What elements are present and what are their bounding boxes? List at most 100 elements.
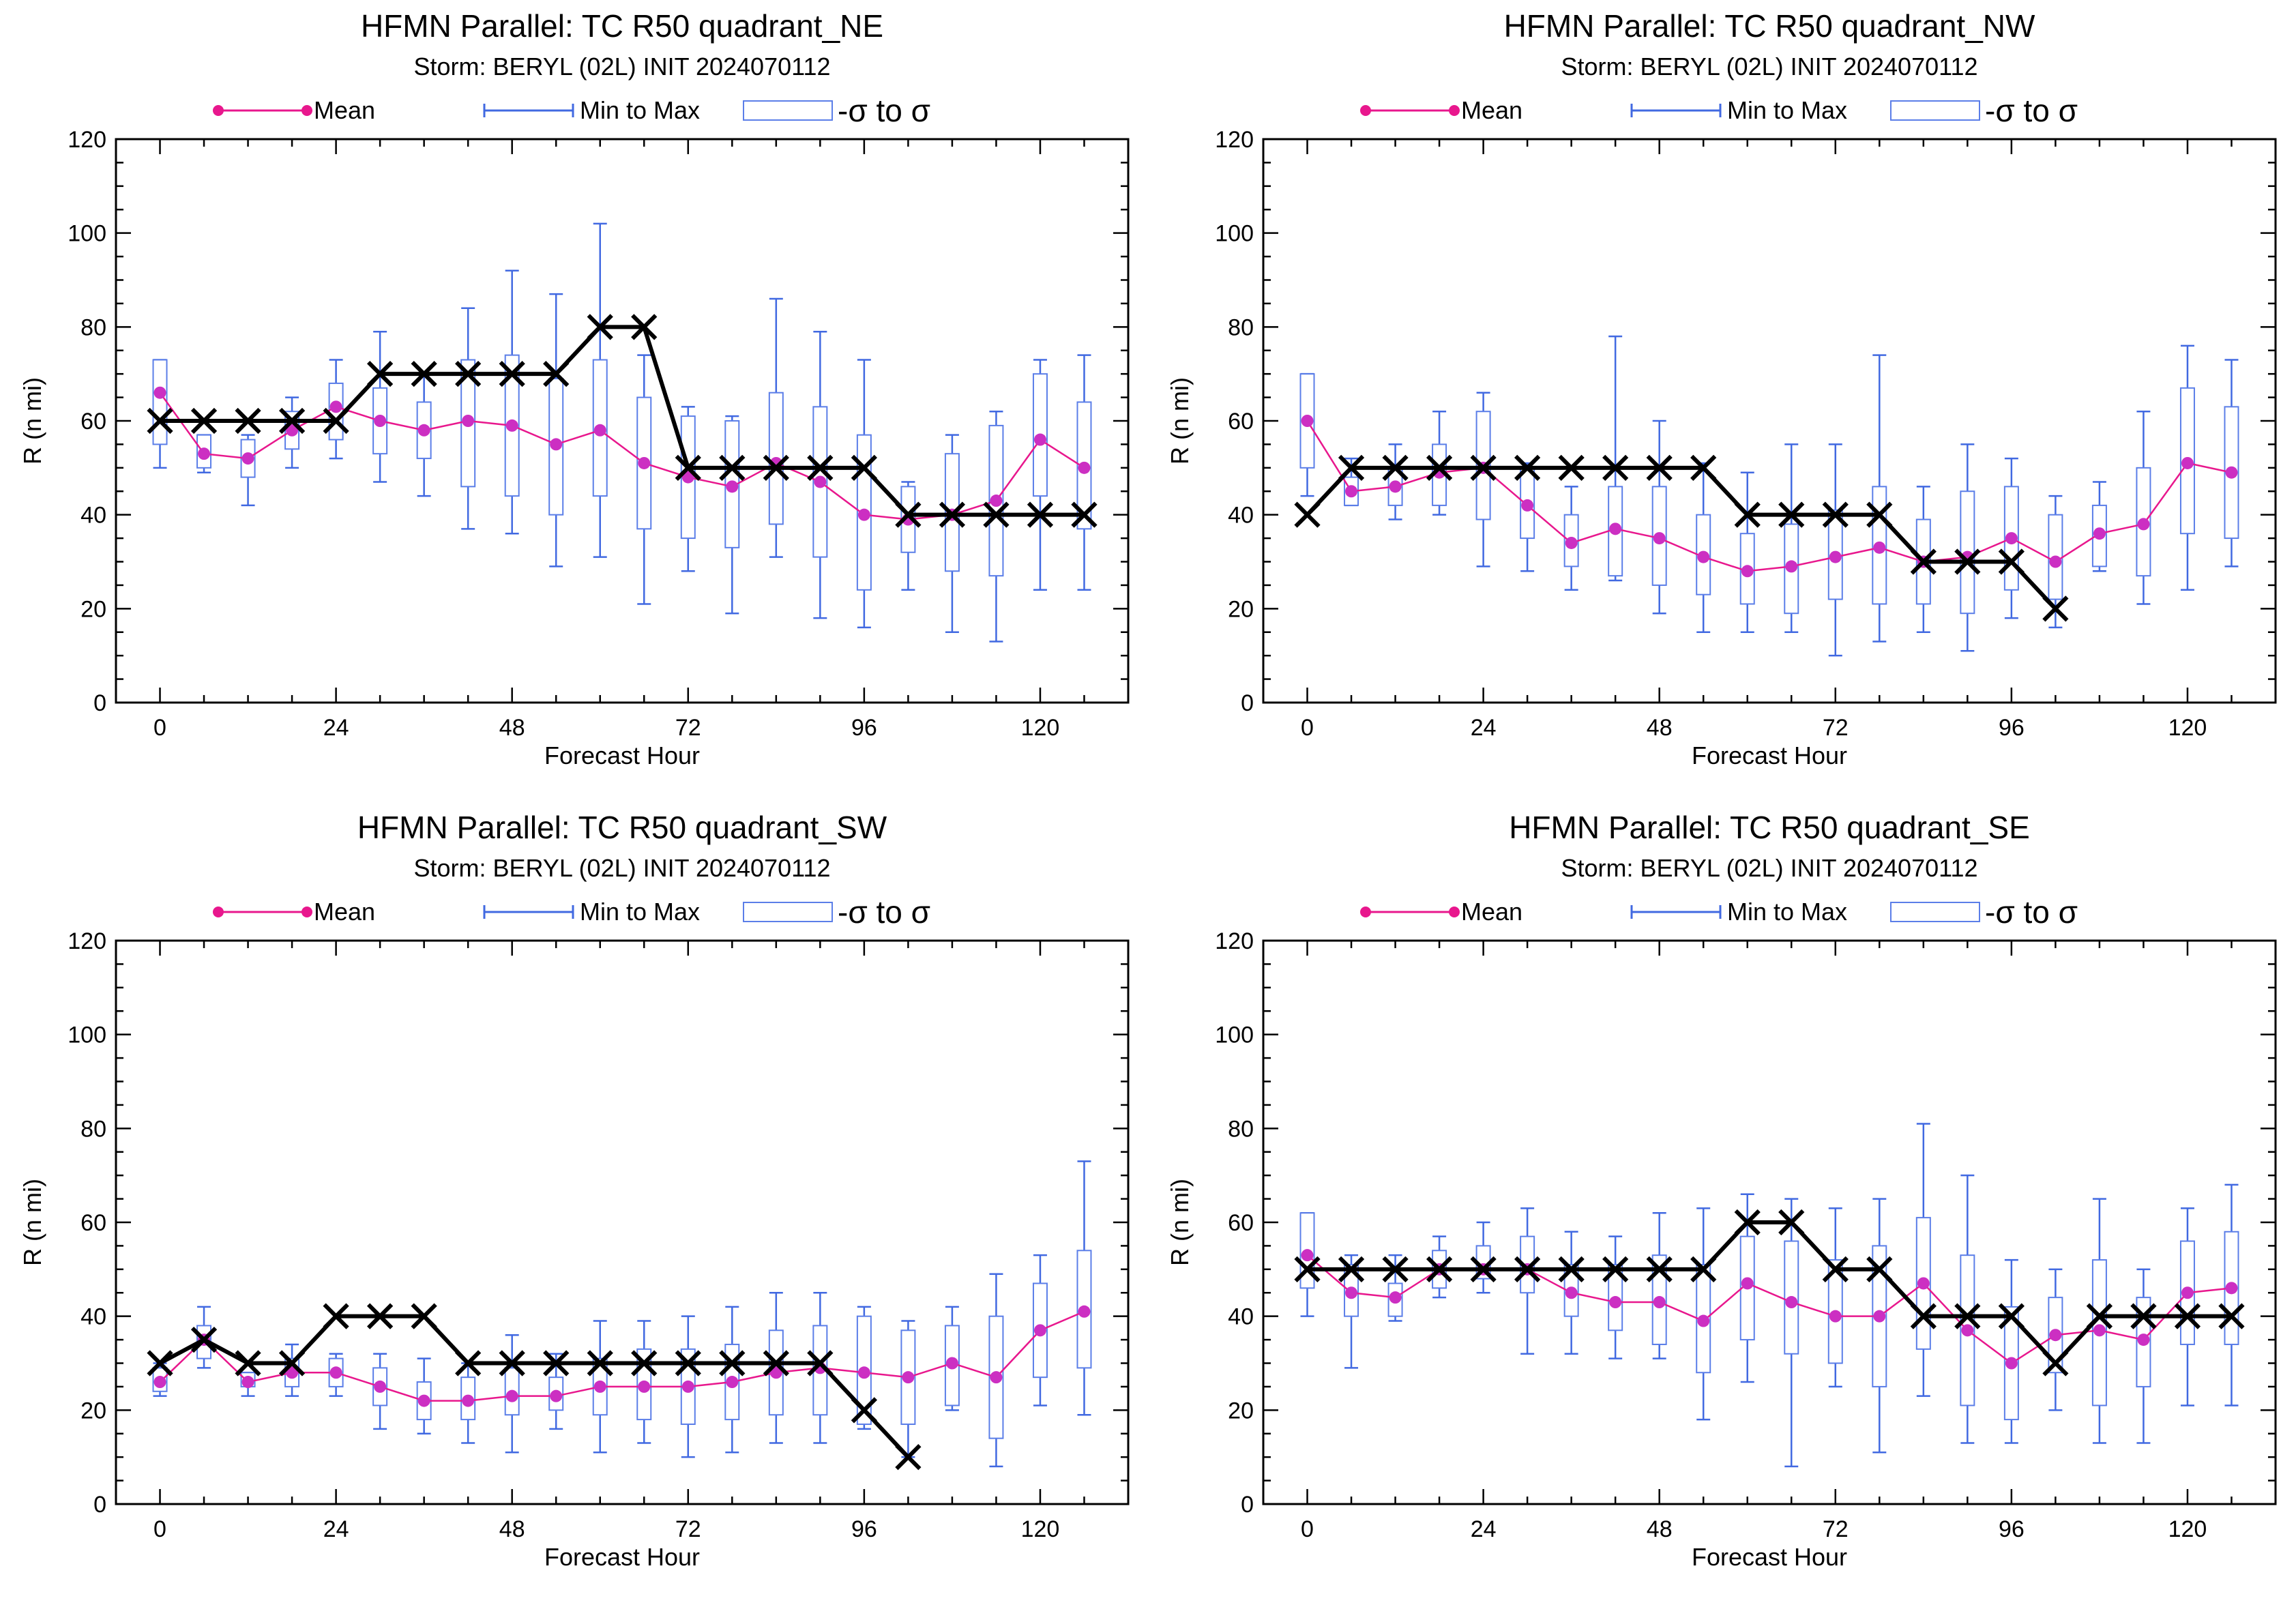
legend-box-label: -σ to σ	[1985, 93, 2078, 128]
mean-point	[1653, 1296, 1666, 1309]
best-track-x-stroke	[190, 407, 218, 435]
best-track-x-stroke	[235, 407, 261, 435]
best-track-x-stroke	[1514, 454, 1541, 481]
mean-point	[1345, 1286, 1358, 1299]
mean-point	[374, 415, 387, 427]
best-track-x-stroke	[1734, 1209, 1761, 1236]
best-track-x-marker	[190, 407, 218, 435]
y-tick-label: 100	[68, 1022, 106, 1048]
legend-mean-label: Mean	[314, 898, 375, 926]
box-whisker-group	[900, 1320, 916, 1458]
best-track-x-marker	[631, 1350, 658, 1376]
best-track-x-marker	[1426, 1256, 1453, 1282]
y-tick-label: 100	[1215, 221, 1254, 247]
best-track-x-stroke	[763, 1350, 789, 1376]
y-tick-label: 0	[1241, 690, 1254, 716]
best-track-x-stroke	[631, 1350, 658, 1376]
x-axis-label: Forecast Hour	[544, 1543, 700, 1571]
y-tick-label: 80	[80, 1116, 106, 1142]
x-axis-label: Forecast Hour	[544, 741, 700, 769]
best-track-x-stroke	[190, 1326, 218, 1353]
box-whisker-group	[680, 406, 696, 572]
best-track-x-marker	[367, 361, 394, 387]
mean-series-line	[159, 1310, 1085, 1402]
x-tick-label: 120	[1021, 1516, 1060, 1542]
best-track-x-marker	[1646, 454, 1673, 481]
best-track-x-marker	[323, 407, 349, 435]
best-track-x-marker	[1778, 1209, 1805, 1236]
box-whisker-group	[1784, 443, 1799, 633]
box-whisker-group	[1784, 1198, 1799, 1468]
chart-legend: Mean Min to Max -σ to σ	[213, 93, 930, 128]
box-whisker-group	[372, 330, 388, 483]
mean-point	[2049, 1329, 2062, 1342]
best-track-x-stroke	[631, 314, 658, 340]
x-axis-label: Forecast Hour	[1692, 1543, 1847, 1571]
best-track-x-stroke	[807, 454, 834, 481]
legend-mean-label: Mean	[1461, 96, 1522, 124]
x-tick-label: 72	[675, 715, 701, 741]
best-track-x-stroke	[323, 1303, 349, 1329]
best-track-x-stroke	[1071, 501, 1098, 528]
box-whisker-group	[1608, 335, 1623, 582]
legend-box-swatch	[743, 902, 833, 922]
best-track-x-marker	[1514, 1256, 1541, 1282]
legend-mean-marker	[1449, 105, 1460, 116]
best-track-x-stroke	[1382, 454, 1409, 481]
best-track-x-marker	[1822, 501, 1849, 528]
y-tick-label: 120	[68, 127, 106, 153]
best-track-x-marker	[323, 1303, 349, 1329]
y-tick-label: 0	[1241, 1492, 1254, 1518]
mean-point	[153, 386, 166, 399]
best-track-x-marker	[1027, 501, 1054, 528]
box-whisker-group	[1872, 1198, 1887, 1454]
y-axis-label: R (n mi)	[1166, 1179, 1194, 1266]
best-track-x-marker	[587, 1350, 613, 1376]
y-tick-label: 40	[80, 503, 106, 529]
best-track-x-stroke	[719, 1350, 746, 1376]
x-tick-label: 0	[153, 715, 166, 741]
mean-point	[241, 452, 254, 465]
best-track-x-marker	[455, 361, 482, 387]
best-track-x-stroke	[1690, 1256, 1717, 1282]
best-track-x-marker	[1910, 548, 1937, 575]
mean-point	[2093, 527, 2106, 540]
mean-point	[681, 471, 694, 484]
best-track-x-stroke	[1470, 454, 1497, 481]
x-tick-label: 48	[499, 715, 525, 741]
best-track-x-marker	[983, 501, 1010, 528]
best-track-x-stroke	[895, 501, 922, 528]
mean-point	[2137, 518, 2150, 531]
legend-mean-marker	[301, 105, 312, 116]
chart-subtitle: Storm: BERYL (02L) INIT 2024070112	[1561, 854, 1977, 882]
best-track-x-stroke	[147, 407, 173, 435]
x-tick-label: 96	[1999, 715, 2025, 741]
chart-subtitle: Storm: BERYL (02L) INIT 2024070112	[413, 53, 830, 80]
best-track-x-stroke	[499, 361, 525, 387]
mean-point	[550, 1389, 563, 1402]
best-track-x-stroke	[1822, 1256, 1849, 1282]
mean-point	[1697, 550, 1710, 563]
chart-subtitle: Storm: BERYL (02L) INIT 2024070112	[413, 854, 830, 882]
mean-point	[1033, 433, 1046, 446]
y-tick-label: 0	[93, 1492, 106, 1518]
mean-point	[1033, 1324, 1046, 1337]
y-tick-label: 60	[80, 1210, 106, 1236]
best-track-x-marker	[1294, 501, 1321, 528]
mean-point	[1741, 565, 1754, 578]
best-track-x-stroke	[1866, 1256, 1893, 1282]
best-track-x-marker	[1998, 1303, 2025, 1329]
best-track-x-marker	[1382, 1256, 1409, 1282]
legend-box-label: -σ to σ	[1985, 894, 2078, 930]
best-track-x-stroke	[1910, 548, 1937, 575]
mean-point	[2049, 555, 2062, 568]
best-track-x-stroke	[278, 407, 306, 435]
mean-point	[1785, 1296, 1798, 1309]
best-track-x-marker	[2218, 1303, 2245, 1329]
best-track-x-stroke	[2086, 1303, 2113, 1329]
mean-point	[857, 1366, 870, 1379]
mean-point	[462, 1394, 475, 1407]
best-track-x-marker	[2042, 595, 2069, 622]
best-track-x-marker	[895, 501, 922, 528]
